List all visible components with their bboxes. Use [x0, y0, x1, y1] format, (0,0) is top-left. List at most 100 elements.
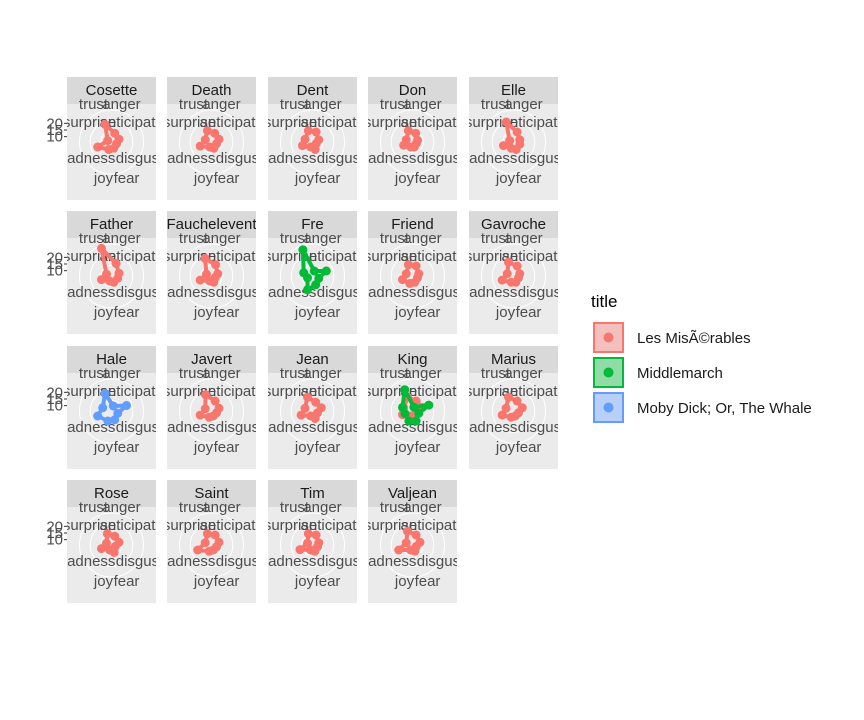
axis-label: anger — [102, 230, 140, 247]
axis-label: anticipation — [301, 383, 377, 400]
data-point — [200, 404, 210, 414]
data-point — [401, 538, 411, 548]
grid-circle — [380, 243, 445, 309]
facet-strip — [368, 77, 457, 104]
grid-circle — [390, 254, 435, 298]
axis-label: anger — [102, 365, 140, 382]
facet-title: Tim — [300, 485, 324, 502]
data-point — [193, 545, 203, 555]
axis-label: sadness — [361, 284, 417, 301]
axis-label: disgust — [417, 419, 465, 436]
axis-label: sadness — [60, 419, 116, 436]
data-point — [306, 545, 316, 555]
axis-label: disgust — [518, 150, 566, 167]
r-tick-label: 15 — [46, 391, 63, 408]
grid-circle — [89, 523, 134, 567]
data-point — [111, 259, 121, 268]
data-point — [93, 142, 103, 152]
data-point — [504, 392, 513, 402]
axis-label: anticipation — [200, 383, 276, 400]
data-point — [411, 416, 421, 426]
axis-label: joy — [294, 170, 315, 187]
axis-label: anger — [303, 499, 341, 516]
r-tick-label: 20 — [46, 115, 63, 132]
axis-label: trust — [179, 96, 209, 113]
axis-label: fear — [315, 439, 341, 456]
axis-label: disgust — [216, 150, 264, 167]
data-point — [311, 127, 321, 137]
data-point — [401, 269, 411, 279]
panels-layer: Cosetteangeranticipationdisgustfearjoysa… — [46, 77, 566, 603]
axis-label: sadness — [60, 284, 116, 301]
axis-label: anger — [403, 96, 441, 113]
axis-label: joy — [193, 304, 214, 321]
data-point — [504, 257, 513, 267]
data-point — [506, 277, 516, 287]
r-tick-label: 20 — [46, 249, 63, 266]
data-point — [306, 142, 316, 152]
grid-circle — [179, 512, 244, 578]
data-point — [295, 545, 305, 555]
facet-strip — [167, 480, 256, 507]
axis-label: trust — [280, 96, 310, 113]
axis-label: anger — [202, 499, 240, 516]
legend-title: title — [591, 292, 617, 311]
axis-label: trust — [179, 230, 209, 247]
axis-label: disgust — [116, 284, 164, 301]
grid-circle — [380, 378, 445, 444]
legend-entry: Middlemarch — [593, 357, 723, 388]
data-point — [414, 408, 424, 418]
grid-circle — [280, 243, 345, 309]
grid-circle — [290, 389, 335, 433]
grid-circle — [89, 120, 134, 164]
axis-label: disgust — [216, 419, 264, 436]
axis-label: surprise — [364, 248, 417, 265]
axis-label: anger — [403, 499, 441, 516]
facet-title: Saint — [194, 485, 229, 502]
grid-circle — [189, 523, 234, 567]
data-point — [303, 538, 312, 548]
axis-label: anticipation — [301, 248, 377, 265]
data-point — [105, 545, 115, 555]
data-point — [202, 269, 211, 279]
data-point — [501, 403, 511, 413]
axis-label: joy — [394, 304, 415, 321]
axis-label: anger — [303, 230, 341, 247]
data-point — [102, 538, 111, 548]
data-point — [200, 254, 210, 263]
axis-label: trust — [481, 96, 511, 113]
axis-label: disgust — [518, 419, 566, 436]
facet-title: Valjean — [388, 485, 437, 502]
axis-label: surprise — [264, 114, 317, 131]
axis-label: anticipation — [200, 517, 276, 534]
axis-label: anticipation — [100, 114, 176, 131]
axis-label: disgust — [216, 553, 264, 570]
axis-label: anticipation — [301, 114, 377, 131]
grid-circle — [179, 243, 244, 309]
grid-circle — [179, 378, 244, 444]
axis-label: disgust — [216, 284, 264, 301]
data-point — [300, 134, 310, 144]
data-point — [403, 526, 412, 536]
facet-strip — [469, 346, 558, 373]
data-point — [210, 530, 220, 540]
facet-strip — [469, 211, 558, 238]
facet-title: Don — [399, 82, 427, 99]
facet-title: Rose — [94, 485, 129, 502]
axis-label: fear — [114, 170, 140, 187]
axis-label: sadness — [160, 284, 216, 301]
axis-label: trust — [380, 96, 410, 113]
axis-label: surprise — [364, 114, 417, 131]
data-point — [502, 269, 512, 279]
axis-label: anger — [102, 499, 140, 516]
axis-label: trust — [79, 365, 109, 382]
data-point — [311, 397, 321, 407]
facet-strip — [268, 211, 357, 238]
facet-title: Dent — [297, 82, 330, 99]
facet-strip — [268, 346, 357, 373]
facet-strip — [67, 77, 156, 104]
